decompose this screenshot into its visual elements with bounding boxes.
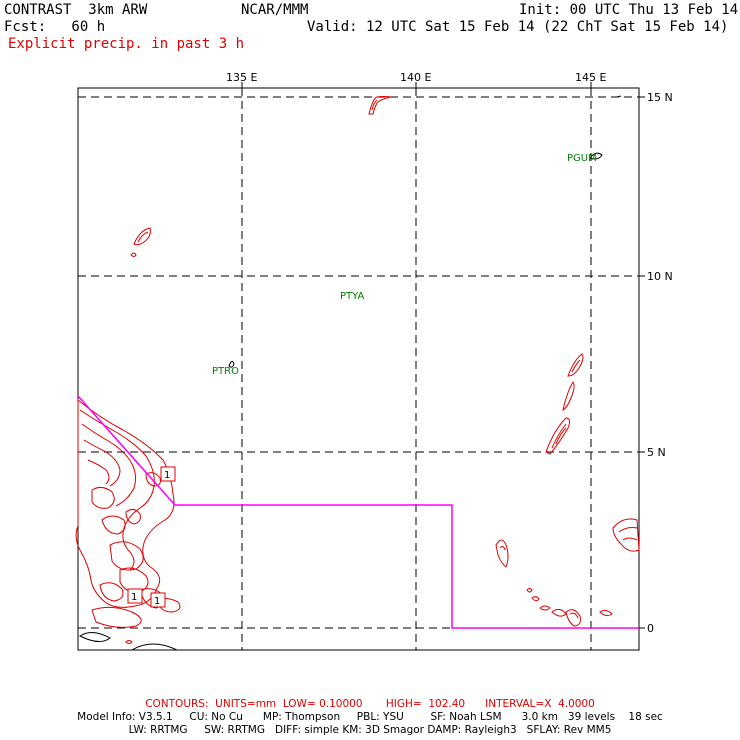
contour-cell [125, 640, 133, 644]
contour-complex [79, 409, 155, 571]
contour-complex [125, 508, 141, 525]
contour-cell [526, 588, 533, 593]
station-ptya: PTYA [340, 291, 364, 302]
contour-cell [562, 381, 575, 411]
contour-cell [371, 99, 378, 111]
contour-cell [133, 227, 151, 246]
contour-label: 1 [164, 470, 170, 481]
contour-label: 1 [131, 592, 137, 603]
lon-label-140e: 140 E [400, 71, 431, 84]
contour-cell [569, 612, 579, 619]
map-frame [77, 87, 640, 651]
contour-cell [495, 539, 509, 568]
contour-cell [539, 605, 551, 611]
new-guinea-coast [131, 643, 178, 651]
lat-label-15n: 15 N [647, 91, 673, 104]
contour-complex [91, 486, 115, 509]
lat-label-10n: 10 N [647, 270, 673, 283]
field-title: Explicit precip. in past 3 h [8, 36, 245, 52]
contour-label: 1 [154, 596, 160, 607]
contour-complex [81, 423, 137, 507]
ticks [241, 82, 645, 629]
contour-cell [622, 537, 638, 541]
contour-labels: 1 1 1 [127, 466, 176, 608]
contour-cell [567, 353, 584, 377]
contour-cell [571, 359, 581, 373]
contour-complex [145, 472, 161, 487]
contour-complex [87, 459, 110, 485]
lon-label-135e: 135 E [226, 71, 257, 84]
nest-boundary-line [77, 395, 639, 629]
lon-label-145e: 145 E [575, 71, 606, 84]
contour-cell [531, 596, 540, 602]
station-ptro: PTRO [212, 366, 239, 377]
contour-cell [130, 252, 137, 257]
contour-cell [137, 231, 149, 243]
nw-new-guinea-islet [79, 632, 111, 642]
lat-label-0: 0 [647, 622, 654, 635]
nest-boundary [77, 395, 639, 629]
contour-cell [551, 608, 567, 617]
model-info-line-2: LW: RRTMG SW: RRTMG DIFF: simple KM: 3D … [128, 724, 612, 736]
contour-cell [499, 545, 506, 551]
station-pgum: PGUM [567, 153, 597, 164]
contour-cell [551, 423, 567, 449]
contour-complex [75, 398, 175, 608]
valid-time: Valid: 12 UTC Sat 15 Feb 14 (22 ChT Sat … [307, 19, 729, 35]
precip-map: 135 E 140 E 145 E 15 N 10 N 5 N 0 [75, 71, 673, 651]
model-name: CONTRAST 3km ARW [4, 2, 148, 18]
contour-complex [99, 582, 124, 602]
contour-complex [155, 597, 181, 613]
organization: NCAR/MMM [241, 2, 309, 18]
contour-info: CONTOURS: UNITS=mm LOW= 0.10000 HIGH= 10… [145, 698, 595, 710]
forecast-hour: Fcst: 60 h [4, 19, 106, 35]
contour-cell [565, 609, 581, 627]
contour-cell [555, 427, 567, 445]
contour-cell [545, 417, 571, 455]
contour-cell [599, 609, 613, 617]
contour-cell [368, 96, 392, 115]
graticule [78, 88, 639, 650]
model-info-line-1: Model Info: V3.5.1 CU: No Cu MP: Thompso… [77, 711, 663, 723]
coastlines [79, 95, 622, 651]
contour-cell [618, 527, 638, 533]
contour-cell [612, 518, 640, 552]
contour-complex [119, 567, 149, 593]
islet-coast [616, 95, 622, 98]
contour-complex [109, 541, 144, 571]
contour-complex [101, 515, 126, 535]
contour-complex [83, 439, 121, 487]
contour-complex [91, 606, 142, 628]
precip-contours [75, 96, 640, 644]
init-time: Init: 00 UTC Thu 13 Feb 14 [519, 2, 739, 18]
palau-coast [228, 360, 235, 368]
lat-label-5n: 5 N [647, 446, 666, 459]
guam-coast [589, 152, 603, 160]
